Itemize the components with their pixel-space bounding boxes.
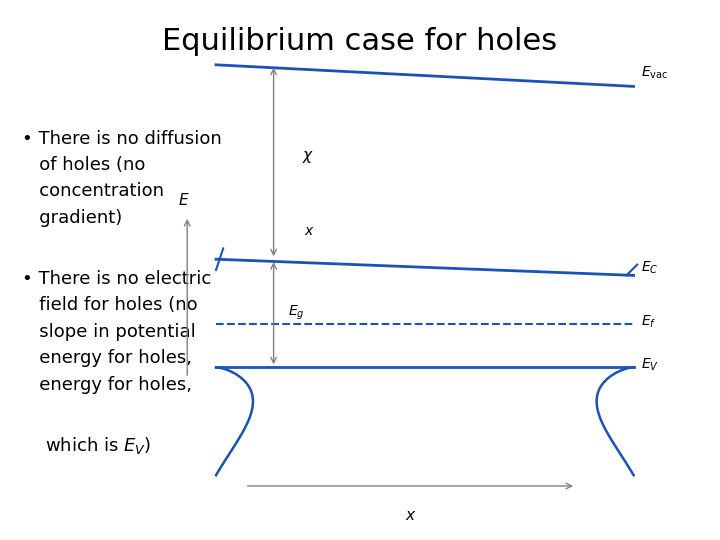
Text: $E_f$: $E_f$ — [641, 313, 656, 329]
Text: $x$: $x$ — [405, 508, 416, 523]
Text: $\chi$: $\chi$ — [302, 148, 315, 165]
Text: $x$: $x$ — [305, 224, 315, 238]
Text: $E_\mathrm{vac}$: $E_\mathrm{vac}$ — [641, 65, 668, 81]
Text: $E_V$: $E_V$ — [641, 356, 659, 373]
Text: • There is no electric
   field for holes (no
   slope in potential
   energy fo: • There is no electric field for holes (… — [22, 270, 211, 394]
Text: which is $E_V$): which is $E_V$) — [45, 435, 151, 456]
Text: $E$: $E$ — [178, 192, 189, 208]
Text: Equilibrium case for holes: Equilibrium case for holes — [163, 27, 557, 56]
Text: • There is no diffusion
   of holes (no
   concentration
   gradient): • There is no diffusion of holes (no con… — [22, 130, 221, 227]
Text: $E_g$: $E_g$ — [288, 304, 305, 322]
Text: $E_C$: $E_C$ — [641, 259, 658, 275]
